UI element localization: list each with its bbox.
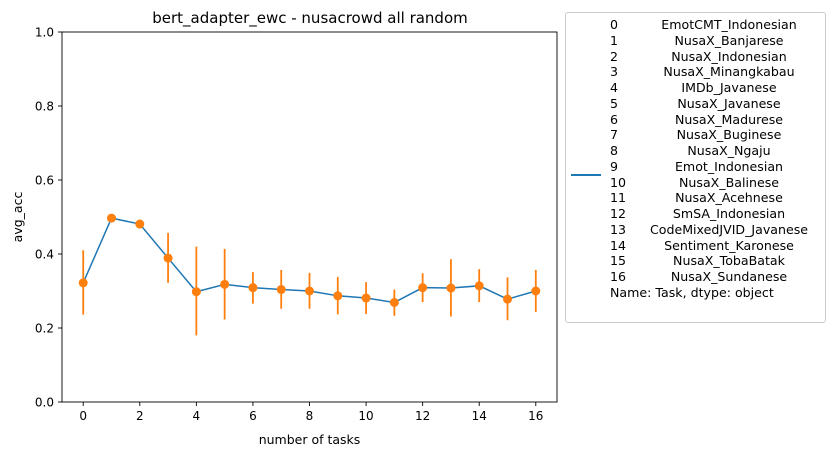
- data-point: [191, 287, 201, 297]
- legend-row: 1 NusaX_Banjarese: [610, 33, 820, 49]
- legend-task-name: NusaX_TobaBatak: [673, 253, 785, 269]
- legend-index: 3: [610, 64, 619, 80]
- x-tick-label: 6: [249, 409, 257, 423]
- legend-row: 7 NusaX_Buginese: [610, 127, 820, 143]
- legend-index: 5: [610, 95, 619, 111]
- legend-row: 4 IMDb_Javanese: [610, 80, 820, 96]
- data-point: [163, 253, 173, 263]
- legend-task-name: CodeMixedJVID_Javanese: [649, 221, 809, 237]
- y-tick-label: 1.0: [35, 26, 54, 40]
- legend-index: 15: [610, 253, 627, 269]
- legend-index: 16: [610, 269, 627, 284]
- legend-index: 2: [610, 48, 619, 64]
- x-tick-label: 8: [306, 409, 314, 423]
- legend-index: 11: [610, 190, 627, 206]
- legend-index: 0: [610, 17, 619, 32]
- data-point: [305, 286, 314, 296]
- legend-index: 13: [610, 221, 627, 237]
- legend-index: 4: [610, 80, 619, 95]
- y-tick-label: 0.4: [35, 248, 54, 262]
- legend-row: 16 NusaX_Sundanese: [610, 269, 820, 285]
- x-tick-label: 4: [193, 409, 201, 423]
- y-tick-label: 0.6: [35, 174, 54, 188]
- x-axis-label: number of tasks: [259, 432, 361, 447]
- legend-row: 5 NusaX_Javanese: [610, 96, 820, 112]
- legend-row: 2 NusaX_Indonesian: [610, 49, 820, 65]
- legend-task-name: NusaX_Indonesian: [671, 48, 787, 64]
- y-axis-label: avg_acc: [10, 192, 25, 243]
- legend-task-name: NusaX_Balinese: [679, 174, 779, 190]
- legend: 0 EmotCMT_Indonesian 1 NusaX_Banjarese 2 Nusa…: [565, 12, 826, 323]
- data-point: [531, 286, 541, 296]
- legend-text: 0 EmotCMT_Indonesian 1 NusaX_Banjarese 2 Nusa…: [610, 17, 820, 301]
- x-tick-label: 0: [79, 409, 87, 423]
- legend-row: 13 CodeMixedJVID_Javanese: [610, 222, 820, 238]
- data-point: [107, 213, 116, 223]
- legend-task-name: EmotCMT_Indonesian: [661, 17, 797, 32]
- data-point: [248, 283, 258, 293]
- legend-row: 8 NusaX_Ngaju: [610, 143, 820, 159]
- series-layer: [78, 213, 541, 336]
- data-point: [446, 283, 456, 293]
- legend-row: 3 NusaX_Minangkabau: [610, 64, 820, 80]
- legend-index: 12: [610, 206, 627, 221]
- data-point: [220, 279, 230, 289]
- legend-row: 10 NusaX_Balinese: [610, 175, 820, 191]
- legend-index: 10: [610, 174, 627, 190]
- legend-task-name: Emot_Indonesian: [674, 158, 784, 174]
- legend-task-name: NusaX_Madurese: [674, 111, 784, 127]
- x-tick-label: 2: [136, 409, 144, 423]
- data-point: [135, 219, 145, 229]
- legend-index: 9: [610, 158, 619, 174]
- data-point: [361, 293, 371, 303]
- data-point: [474, 281, 484, 291]
- legend-row: 9 Emot_Indonesian: [610, 159, 820, 175]
- legend-task-name: NusaX_Banjarese: [674, 32, 784, 48]
- legend-index: 6: [610, 111, 619, 127]
- legend-task-name: NusaX_Ngaju: [687, 143, 771, 158]
- legend-index: 1: [610, 32, 619, 48]
- legend-task-name: IMDb_Javanese: [681, 80, 777, 95]
- legend-task-name: NusaX_Buginese: [676, 127, 782, 143]
- legend-task-name: NusaX_Javanese: [677, 95, 781, 111]
- data-point: [276, 285, 286, 295]
- legend-task-name: NusaX_Sundanese: [670, 269, 788, 284]
- y-axis: 0.0 0.2 0.4 0.6 0.8 1.0: [35, 26, 62, 410]
- data-point: [503, 294, 512, 304]
- y-tick-label: 0.8: [35, 100, 54, 114]
- y-tick-label: 0.2: [35, 322, 54, 336]
- x-axis: 0 2 4 6 8 10 12 14 16: [79, 402, 543, 423]
- legend-row: 11 NusaX_Acehnese: [610, 190, 820, 206]
- legend-index: 8: [610, 143, 619, 158]
- x-tick-label: 12: [415, 409, 430, 423]
- plot-area: [61, 31, 558, 403]
- data-point: [418, 283, 428, 293]
- legend-task-name: SmSA_Indonesian: [672, 206, 786, 221]
- legend-footer: Name: Task, dtype: object: [610, 284, 774, 300]
- chart-title: bert_adapter_ewc - nusacrowd all random: [152, 9, 468, 28]
- legend-index: 14: [610, 237, 627, 253]
- data-point: [333, 291, 343, 301]
- data-point: [389, 297, 399, 307]
- x-tick-label: 10: [358, 409, 373, 423]
- legend-row: 14 Sentiment_Karonese: [610, 238, 820, 254]
- x-tick-label: 14: [472, 409, 487, 423]
- legend-row: 6 NusaX_Madurese: [610, 112, 820, 128]
- legend-line-swatch: [571, 174, 601, 176]
- data-point: [78, 278, 88, 288]
- y-tick-label: 0.0: [35, 396, 54, 410]
- legend-task-name: NusaX_Acehnese: [675, 190, 783, 206]
- legend-row: 15 NusaX_TobaBatak: [610, 253, 820, 269]
- legend-task-name: Sentiment_Karonese: [664, 237, 794, 253]
- x-tick-label: 16: [528, 409, 543, 423]
- legend-row: 0 EmotCMT_Indonesian: [610, 17, 820, 33]
- legend-index: 7: [610, 127, 619, 143]
- legend-task-name: NusaX_Minangkabau: [663, 64, 795, 80]
- legend-row: 12 SmSA_Indonesian: [610, 206, 820, 222]
